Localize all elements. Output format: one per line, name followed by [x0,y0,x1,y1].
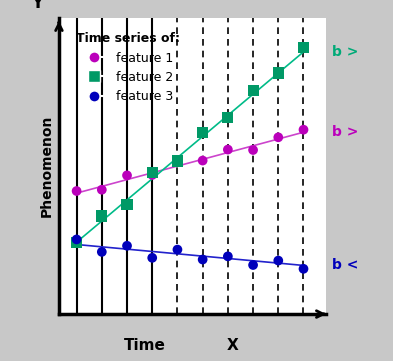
Point [275,134,281,140]
Text: Time: Time [123,338,165,353]
Point [225,253,231,259]
Point [225,147,231,152]
Point [300,127,307,132]
Point [275,258,281,264]
Point [200,257,206,262]
Point [149,170,155,175]
Point [300,266,307,272]
Point [174,247,181,252]
Point [174,158,181,164]
Point [275,70,281,76]
Text: b >: b > [332,45,358,59]
Point [73,236,80,242]
Point [124,243,130,249]
Point [124,173,130,178]
Point [250,147,256,153]
Point [200,129,206,135]
Point [99,213,105,219]
Point [300,45,307,51]
Point [99,187,105,193]
Point [73,188,80,194]
Legend: feature 1, feature 2, feature 3: feature 1, feature 2, feature 3 [71,27,185,108]
Point [225,114,231,120]
Point [250,88,256,93]
Point [149,255,155,261]
Point [149,172,155,178]
Point [99,249,105,255]
Text: X: X [227,338,239,353]
Point [200,158,206,164]
Point [73,239,80,245]
Point [174,158,181,164]
Text: b >: b > [332,125,358,139]
Point [250,262,256,268]
Y-axis label: Phenomenon: Phenomenon [39,115,53,217]
Text: Y: Y [31,0,44,12]
Text: b <: b < [332,258,358,273]
Point [124,201,130,207]
